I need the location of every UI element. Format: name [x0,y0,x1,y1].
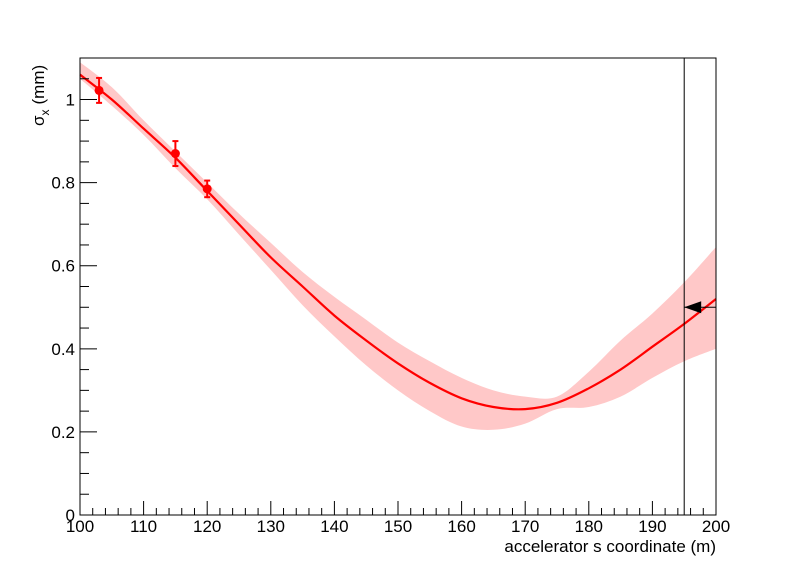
fit-curve [79,73,717,411]
x-axis-title: accelerator s coordinate (m) [504,537,716,556]
y-axis-title-unit: (mm) [29,65,48,105]
x-tick-label: 170 [511,517,539,536]
y-axis-title-symbol: σ [29,115,48,126]
measurement-point [170,140,180,168]
vertical-line-layer [683,58,716,515]
y-tick-label: 1 [66,91,75,110]
y-tick-label: 0.2 [51,423,75,442]
x-tick-label: 150 [384,517,412,536]
y-tick-label: 0 [66,506,75,525]
y-axis: 0 0.2 0.4 0.6 0.8 1 [51,57,97,525]
data-point [170,149,180,159]
x-tick-label: 180 [575,517,603,536]
y-axis-title: σx (mm) [29,65,52,126]
measurement-point [202,179,212,199]
y-axis-title-subscript: x [38,110,52,116]
measurement-points-layer [94,76,212,199]
x-tick-label: 110 [130,517,157,536]
measurement-point [94,76,104,104]
x-tick-label: 190 [638,517,666,536]
x-axis: 100 110 120 130 140 150 160 170 180 190 200 [66,501,730,536]
fit-curve-layer [79,73,717,411]
x-tick-label: 140 [320,517,348,536]
y-tick-label: 0.6 [51,257,75,276]
error-band-layer [80,62,716,430]
data-point [94,85,104,95]
y-tick-label: 0.8 [51,174,75,193]
target-arrow-marker [684,301,702,314]
x-tick-label: 100 [66,517,94,536]
x-tick-label: 160 [447,517,475,536]
y-tick-label: 0.4 [51,340,75,359]
x-tick-label: 120 [193,517,221,536]
x-tick-label: 200 [702,517,730,536]
x-tick-label: 130 [257,517,285,536]
data-point [202,184,212,194]
error-band [80,62,716,430]
